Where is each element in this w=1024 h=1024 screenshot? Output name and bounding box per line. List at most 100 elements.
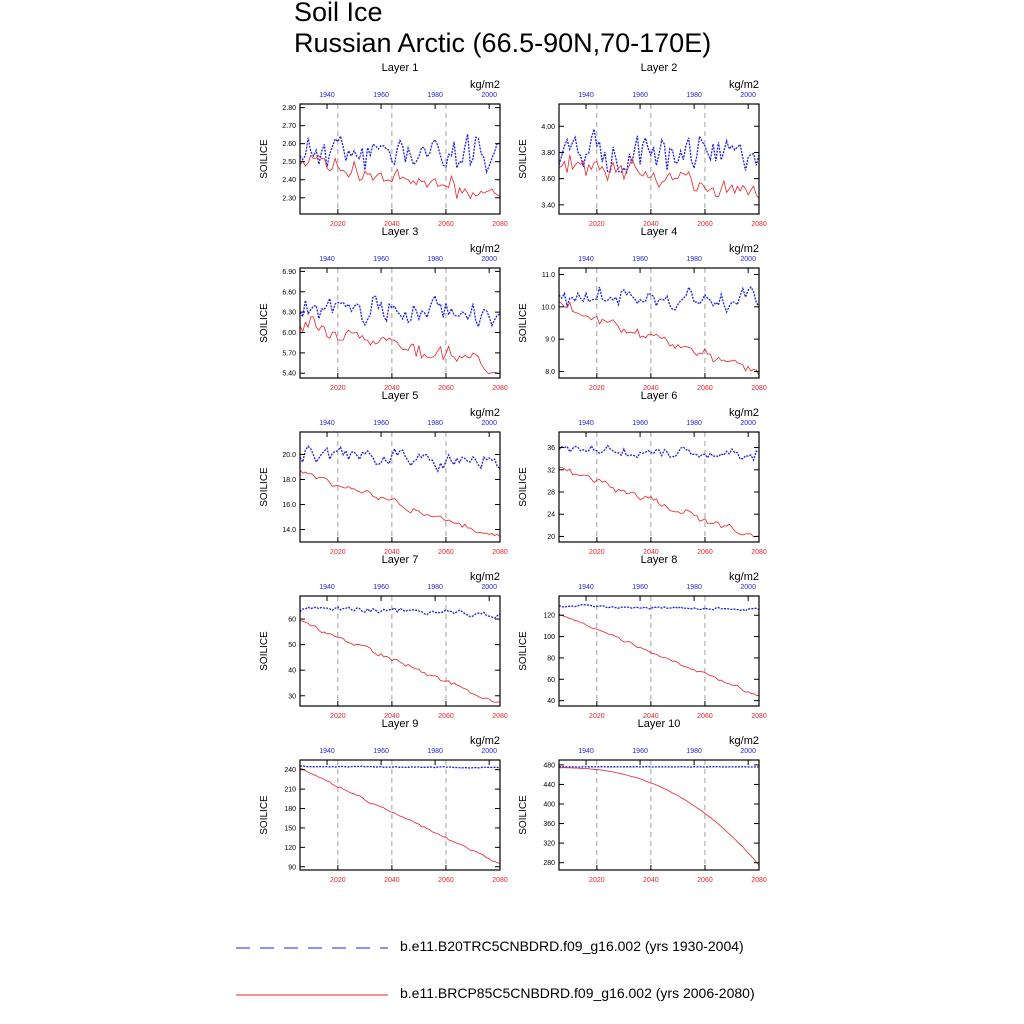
x-tick-label-bottom: 2060	[697, 549, 713, 556]
panel-layer-2: Layer 2 kg/m2 3.40 3.60 3.80 4.00 SOILICE 2020 2…	[518, 62, 767, 228]
x-tick-label-bottom: 2060	[697, 877, 713, 884]
y-tick-label: 480	[543, 762, 555, 769]
y-tick-label: 180	[284, 806, 296, 813]
panel-units: kg/m2	[729, 571, 759, 583]
y-axis-label: SOILICE	[518, 139, 529, 179]
y-tick-label: 150	[284, 825, 296, 832]
x-tick-label-top: 1940	[319, 420, 335, 427]
y-tick-label: 6.60	[282, 289, 296, 296]
series-line-historical	[558, 444, 760, 462]
x-tick-label-top: 1980	[686, 584, 702, 591]
series-line-future	[299, 620, 501, 703]
series-line-future	[299, 469, 501, 538]
x-tick-label-bottom: 2020	[589, 549, 605, 556]
y-tick-label: 60	[547, 677, 555, 684]
figure-subtitle: Russian Arctic (66.5-90N,70-170E)	[294, 28, 712, 58]
y-tick-label: 3.40	[541, 202, 555, 209]
y-tick-label: 20	[547, 534, 555, 541]
x-tick-label-top: 2000	[481, 584, 497, 591]
y-tick-label: 40	[547, 698, 555, 705]
x-tick-label-top: 1980	[427, 256, 443, 263]
panel-title: Layer 8	[641, 554, 678, 566]
series-line-historical	[558, 128, 760, 175]
y-tick-label: 6.90	[282, 269, 296, 276]
legend-item-future: b.e11.BRCP85C5CNBDRD.f09_g16.002 (yrs 20…	[236, 985, 836, 1009]
series-line-future	[558, 466, 760, 538]
legend-item-historical: b.e11.B20TRC5CNBDRD.f09_g16.002 (yrs 193…	[236, 938, 836, 962]
x-tick-label-top: 1940	[578, 584, 594, 591]
series-line-historical	[299, 294, 501, 329]
y-tick-label: 20.0	[282, 452, 296, 459]
y-axis-label: SOILICE	[518, 467, 529, 507]
x-tick-label-bottom: 2020	[330, 877, 346, 884]
y-tick-label: 18.0	[282, 477, 296, 484]
x-tick-label-bottom: 2020	[330, 385, 346, 392]
x-tick-label-top: 1940	[319, 92, 335, 99]
x-tick-label-top: 1960	[632, 584, 648, 591]
x-tick-label-bottom: 2020	[330, 221, 346, 228]
x-tick-label-bottom: 2060	[438, 549, 454, 556]
y-tick-label: 360	[543, 821, 555, 828]
y-tick-label: 80	[547, 655, 555, 662]
x-tick-label-top: 1960	[373, 748, 389, 755]
series-line-historical	[299, 134, 501, 175]
panel-layer-1: Layer 1 kg/m2 2.30 2.40 2.50 2.60 2.70 2.80 SOIL…	[259, 62, 508, 228]
x-tick-label-top: 1980	[427, 92, 443, 99]
y-tick-label: 2.60	[282, 141, 296, 148]
panel-title: Layer 5	[382, 390, 419, 402]
x-tick-label-top: 1940	[578, 420, 594, 427]
x-tick-label-top: 2000	[481, 256, 497, 263]
x-tick-label-bottom: 2040	[643, 221, 659, 228]
y-tick-label: 14.0	[282, 527, 296, 534]
y-tick-label: 4.00	[541, 124, 555, 131]
x-tick-label-bottom: 2040	[643, 385, 659, 392]
series-line-future	[558, 613, 760, 697]
x-tick-label-bottom: 2060	[697, 713, 713, 720]
panel-layer-3: Layer 3 kg/m2 5.40 5.70 6.00 6.30 6.60 6.90 SOIL…	[259, 226, 508, 392]
x-tick-label-bottom: 2040	[384, 385, 400, 392]
y-tick-label: 32	[547, 467, 555, 474]
x-tick-label-bottom: 2020	[589, 221, 605, 228]
panel-title: Layer 10	[638, 718, 681, 730]
x-tick-label-bottom: 2060	[438, 877, 454, 884]
x-tick-label-bottom: 2060	[697, 221, 713, 228]
panel-title: Layer 3	[382, 226, 419, 238]
x-tick-label-top: 1940	[578, 748, 594, 755]
y-tick-label: 24	[547, 512, 555, 519]
y-tick-label: 2.80	[282, 105, 296, 112]
y-tick-label: 28	[547, 490, 555, 497]
x-tick-label-top: 1940	[578, 256, 594, 263]
plot-frame	[558, 267, 760, 379]
legend-swatch-dashed	[236, 947, 388, 949]
panel-layer-4: Layer 4 kg/m2 8.0 9.0 10.0 11.0 SOILICE 2020 204…	[518, 226, 767, 392]
panel-units: kg/m2	[729, 79, 759, 91]
x-tick-label-top: 2000	[740, 420, 756, 427]
series-line-future	[299, 316, 501, 375]
x-tick-label-bottom: 2080	[492, 713, 508, 720]
x-tick-label-bottom: 2020	[589, 385, 605, 392]
x-tick-label-bottom: 2060	[438, 385, 454, 392]
panel-units: kg/m2	[470, 571, 500, 583]
x-tick-label-top: 1980	[686, 256, 702, 263]
x-tick-label-top: 2000	[481, 92, 497, 99]
panel-layer-9: Layer 9 kg/m2 90 120 150 180 210 240 SOILICE 2020…	[259, 718, 508, 884]
plot-frame	[299, 431, 501, 543]
panel-units: kg/m2	[470, 407, 500, 419]
series-line-historical	[299, 445, 501, 473]
panel-title: Layer 1	[382, 62, 419, 74]
y-tick-label: 400	[543, 802, 555, 809]
series-line-historical	[558, 285, 760, 314]
panel-units: kg/m2	[729, 735, 759, 747]
x-tick-label-top: 1940	[319, 584, 335, 591]
x-tick-label-top: 1960	[373, 256, 389, 263]
x-tick-label-top: 1980	[686, 92, 702, 99]
y-tick-label: 6.00	[282, 330, 296, 337]
y-tick-label: 16.0	[282, 502, 296, 509]
y-tick-label: 60	[288, 617, 296, 624]
x-tick-label-top: 2000	[481, 420, 497, 427]
x-tick-label-top: 2000	[481, 748, 497, 755]
plot-frame	[558, 759, 760, 871]
x-tick-label-bottom: 2060	[697, 385, 713, 392]
y-tick-label: 6.30	[282, 310, 296, 317]
panel-units: kg/m2	[470, 79, 500, 91]
